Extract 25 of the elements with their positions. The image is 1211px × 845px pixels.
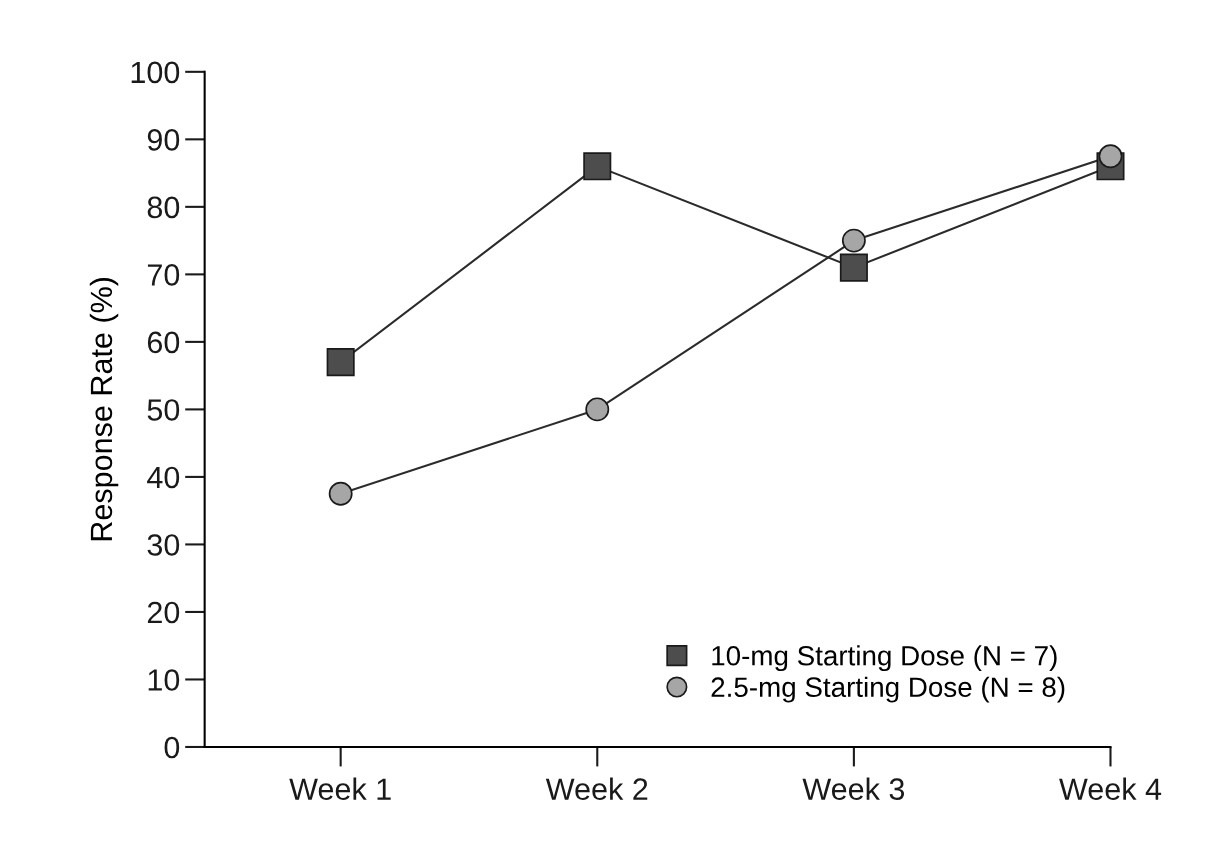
y-tick-label: 30 (147, 534, 180, 556)
x-tick-label: Week 4 (1059, 777, 1162, 800)
point (326, 348, 355, 377)
x-tick-label: Week 3 (802, 777, 905, 800)
point (583, 152, 612, 181)
y-tick-label: 10 (148, 669, 180, 691)
y-tick-label: 40 (147, 466, 180, 489)
y-tick-label: 90 (147, 129, 180, 151)
x-tick-label: Week 1 (289, 777, 391, 800)
y-tick-label: 50 (147, 399, 180, 421)
y-tick-label: 60 (147, 331, 180, 354)
y-tick-label: 100 (131, 61, 180, 84)
legend-label: 2.5-mg Starting Dose (N = 8) (711, 676, 1065, 703)
y-tick-label: 70 (147, 264, 180, 286)
y-axis-title: Response Rate (%) (89, 277, 119, 541)
point (841, 228, 866, 253)
y-tick-label: 0 (164, 736, 180, 759)
point (839, 253, 868, 282)
y-tick-label: 20 (147, 601, 180, 624)
y-tick-label: 80 (147, 196, 180, 219)
point (1098, 144, 1123, 169)
point (585, 397, 610, 422)
point (328, 481, 353, 506)
legend-label: 10-mg Starting Dose (N = 7) (712, 645, 1057, 672)
x-tick-label: Week 2 (545, 777, 648, 800)
